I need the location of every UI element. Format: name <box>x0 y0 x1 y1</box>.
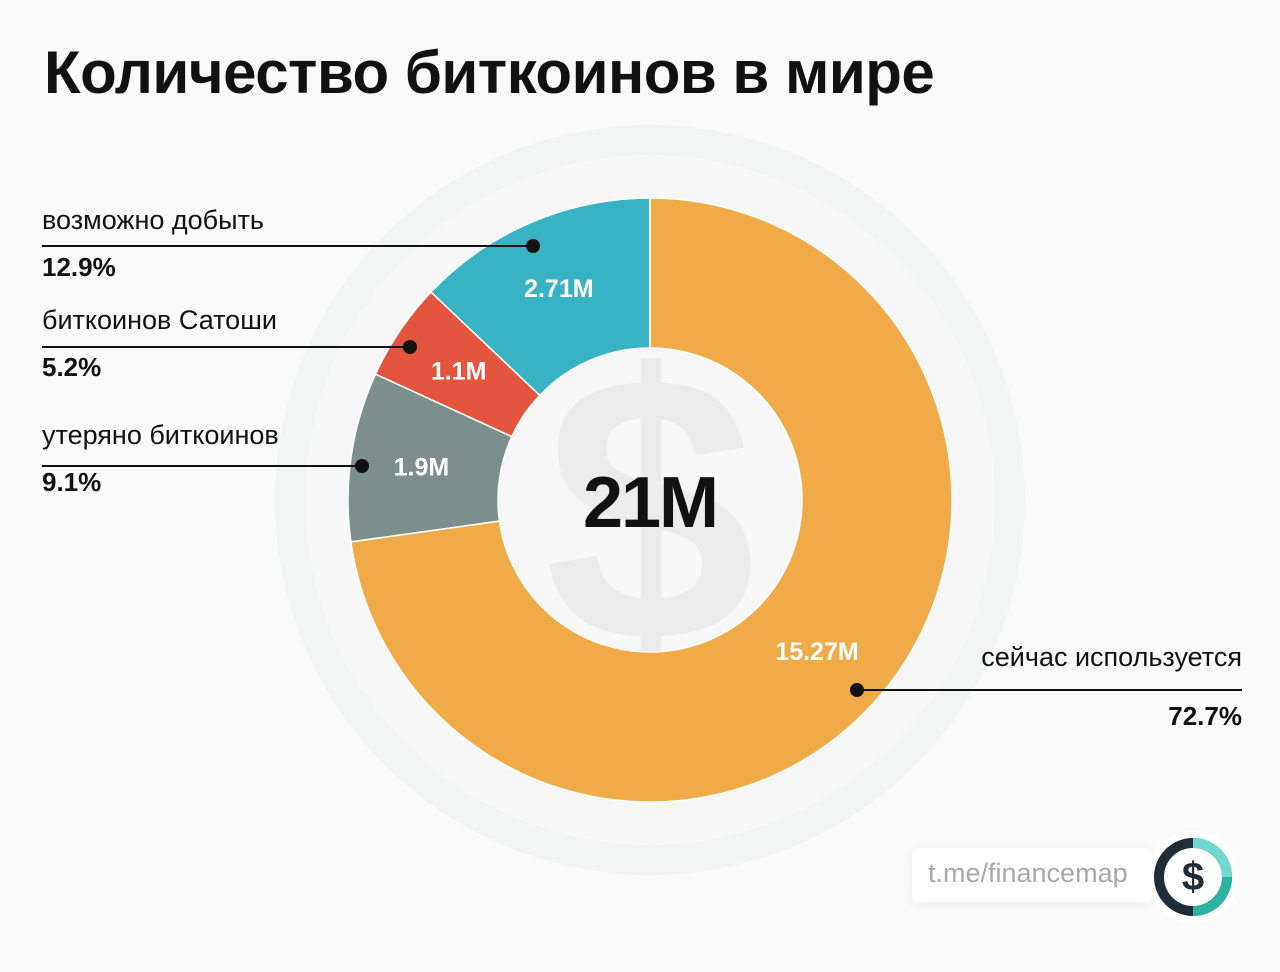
annotation-percent: 9.1% <box>42 467 102 497</box>
dollar-circle-icon[interactable]: $ <box>1144 828 1242 926</box>
svg-text:$: $ <box>1182 855 1204 899</box>
annotation-percent: 5.2% <box>42 352 102 382</box>
slice-value-label: 1.1M <box>431 358 487 386</box>
page-title: Количество биткоинов в мире <box>44 39 935 106</box>
annotation-percent: 72.7% <box>1168 701 1242 731</box>
annotation-label: возможно добыть <box>42 205 264 235</box>
annotation-used: сейчас используется 72.7% <box>920 642 1242 732</box>
slice-value-label: 2.71M <box>524 275 593 303</box>
annotation-available: возможно добыть 12.9% <box>42 205 264 283</box>
slice-value-label: 15.27M <box>775 638 858 666</box>
brand-link[interactable]: t.me/financemap <box>928 858 1128 888</box>
annotation-percent: 12.9% <box>42 252 116 282</box>
annotation-label: сейчас используется <box>981 642 1242 672</box>
annotation-satoshi: биткоинов Сатоши 5.2% <box>42 305 277 383</box>
leader-dot-available <box>526 239 540 253</box>
leader-dot-satoshi <box>403 340 417 354</box>
brand-badge[interactable] <box>912 848 1152 902</box>
leader-dot-lost <box>355 459 369 473</box>
slice-value-label: 1.9M <box>394 454 450 482</box>
center-total: 21M <box>582 463 719 543</box>
leader-dot-used <box>850 683 864 697</box>
slice-used <box>350 197 953 803</box>
annotation-label: утеряно биткоинов <box>42 420 279 450</box>
annotation-lost: утеряно биткоинов 9.1% <box>42 420 279 498</box>
annotation-label: биткоинов Сатоши <box>42 305 277 335</box>
